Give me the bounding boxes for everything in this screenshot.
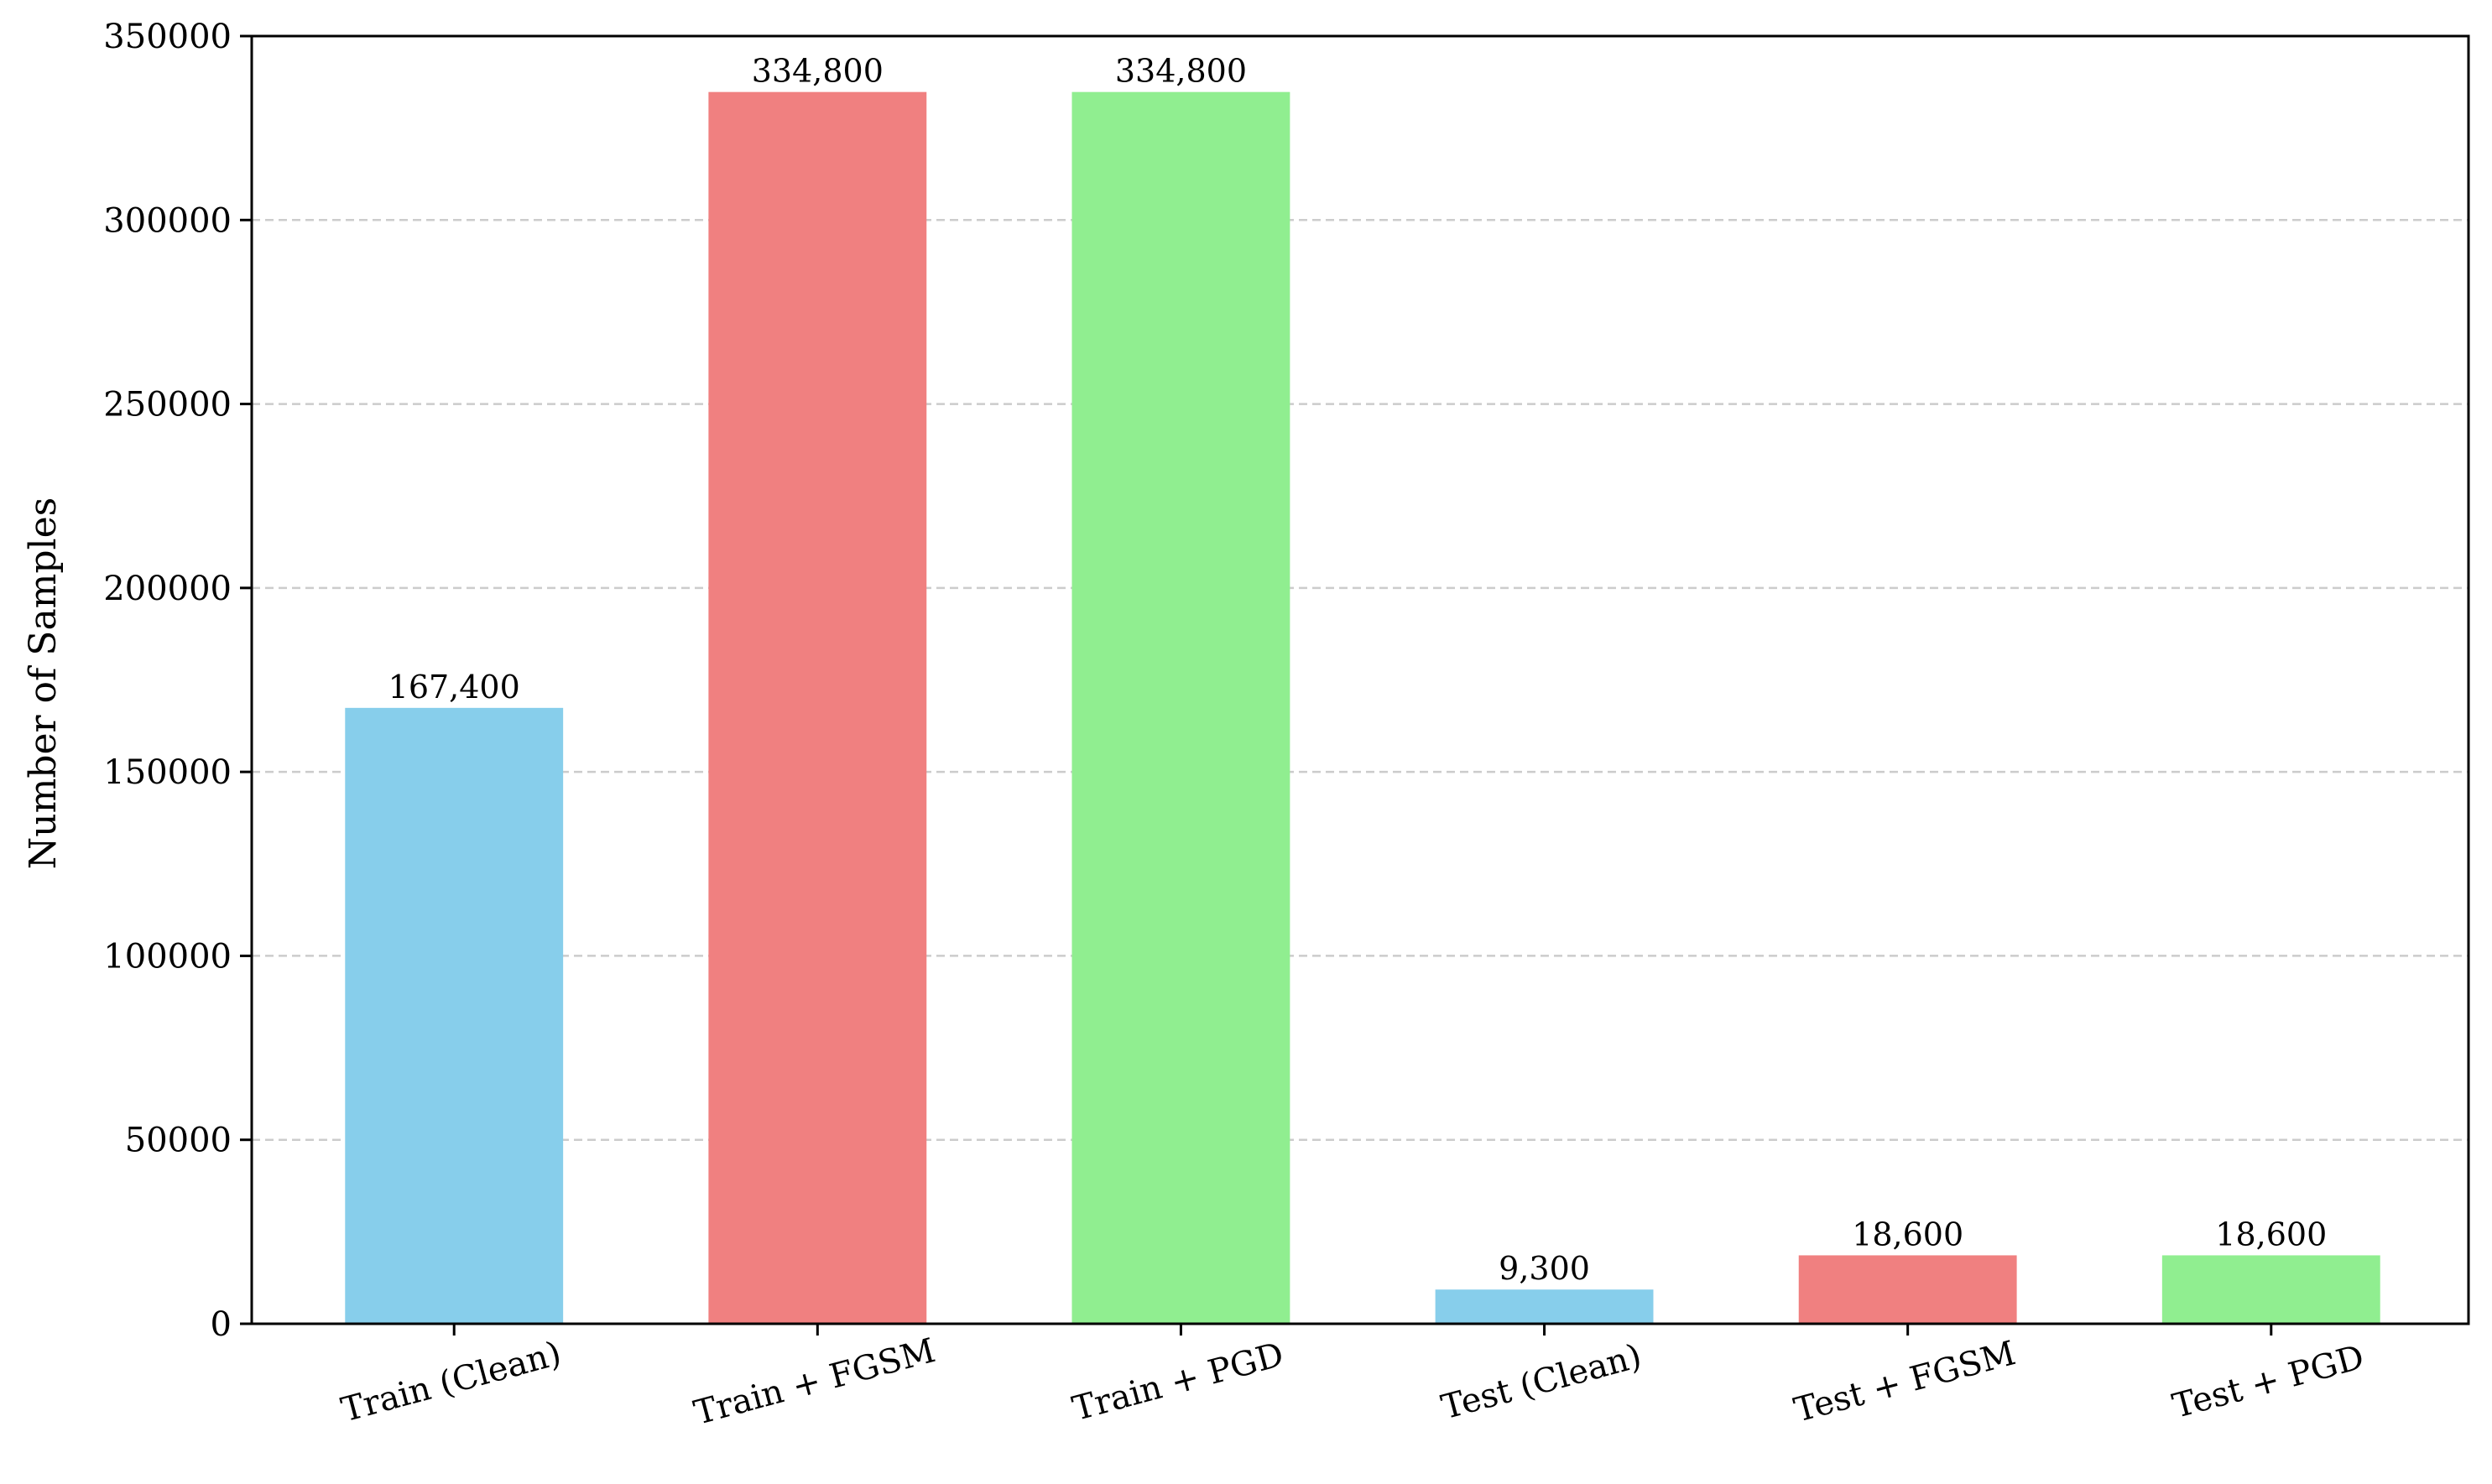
bar-value-label: 167,400	[388, 669, 520, 706]
bar	[1071, 91, 1290, 1325]
bar-value-label: 18,600	[2215, 1216, 2327, 1252]
x-tick-label: Test + FGSM	[1791, 1334, 2020, 1430]
bar-value-label: 334,800	[1115, 53, 1247, 90]
bar	[2161, 1255, 2380, 1324]
bar	[1798, 1255, 2017, 1324]
bar	[1435, 1289, 1654, 1324]
y-tick-label: 100000	[103, 937, 232, 976]
x-tick-label: Train (Clean)	[337, 1334, 566, 1429]
y-axis: 0 50000 100000 150000 200000 250000 300000 3500…	[103, 18, 252, 1344]
plot-frame	[250, 34, 2470, 1325]
grid-lines	[252, 219, 2469, 1141]
y-axis-label: Number of Samples	[22, 497, 65, 870]
x-tick-label: Train + PGD	[1068, 1336, 1287, 1429]
bar	[345, 707, 564, 1324]
data-labels: 167,400 334,800 334,800 9,300 18,600 18,600	[388, 53, 2328, 1288]
y-tick-label: 250000	[103, 386, 232, 424]
y-tick-label: 200000	[103, 570, 232, 608]
x-tick-label: Test (Clean)	[1437, 1337, 1645, 1428]
bar-value-label: 334,800	[752, 53, 884, 90]
y-tick-label: 300000	[103, 201, 232, 240]
y-tick-label: 0	[211, 1305, 232, 1344]
x-axis: Train (Clean) Train + FGSM Train + PGD Test…	[337, 1324, 2368, 1433]
bar-value-label: 18,600	[1852, 1216, 1963, 1252]
y-tick-label: 50000	[125, 1122, 232, 1160]
x-tick-label: Test + PGD	[2169, 1338, 2369, 1426]
x-tick-label: Train + FGSM	[690, 1331, 939, 1433]
bar-value-label: 9,300	[1499, 1250, 1590, 1287]
bar	[708, 91, 927, 1325]
y-tick-label: 150000	[103, 753, 232, 792]
y-tick-label: 350000	[103, 18, 232, 56]
bars	[345, 91, 2380, 1325]
